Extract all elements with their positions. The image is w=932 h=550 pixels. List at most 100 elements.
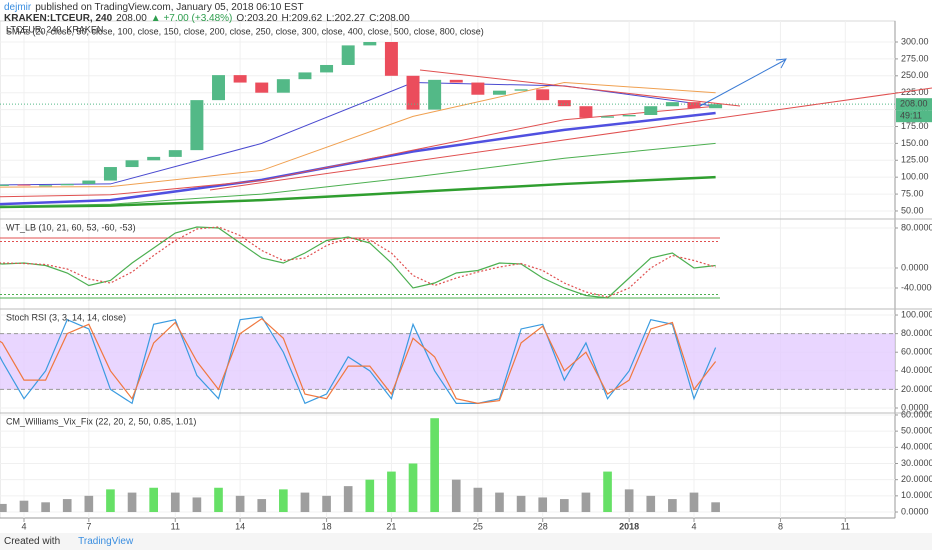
bar: [495, 492, 504, 513]
brand[interactable]: TradingView: [78, 536, 134, 547]
bar: [127, 492, 137, 513]
x-tick-label: 11: [841, 521, 850, 531]
candle: [687, 102, 701, 109]
trend-line: [209, 87, 932, 191]
bar: [0, 503, 7, 513]
candle: [514, 89, 528, 91]
bar: [365, 479, 375, 513]
bar: [343, 486, 353, 513]
candle: [320, 64, 334, 73]
candle: [103, 167, 117, 181]
candle: [557, 100, 571, 107]
y-tick-label: 10.0000: [901, 490, 932, 500]
y-tick-label: 300.00: [901, 36, 929, 46]
user[interactable]: dejmir: [4, 2, 32, 13]
y-tick-label: 250.00: [901, 70, 929, 80]
symbol-line: KRAKEN:LTCEUR, 240 208.00 ▲ +7.00 (+3.48%)…: [4, 13, 414, 24]
y-tick-label: 80.0000: [901, 328, 932, 338]
y-tick-label: 125.00: [901, 155, 929, 165]
candle: [298, 72, 312, 80]
bar: [559, 499, 569, 513]
candle: [341, 45, 355, 65]
x-tick-label: 11: [171, 521, 180, 531]
sma-line: [0, 82, 716, 188]
y-tick-label: 0.0000: [901, 262, 929, 272]
last-price-badge: [896, 98, 932, 111]
candle: [168, 150, 182, 157]
x-tick-label: 21: [386, 521, 396, 531]
y-tick-label: 100.00: [901, 172, 929, 182]
candle: [60, 183, 74, 186]
bar: [106, 489, 115, 513]
bar: [711, 502, 720, 513]
candle: [190, 100, 204, 151]
bar: [603, 471, 612, 513]
countdown-badge: [896, 110, 932, 123]
candle: [601, 116, 615, 118]
candle: [449, 79, 463, 83]
price: 208.00: [116, 13, 147, 24]
bar: [538, 497, 548, 513]
bar: [646, 495, 656, 513]
series-line: [0, 317, 717, 404]
bar: [170, 492, 180, 513]
bar: [84, 495, 94, 513]
published: published on TradingView.com, January 05…: [35, 2, 304, 13]
candle: [147, 156, 161, 161]
x-tick-label: 14: [235, 521, 245, 531]
pane-title: LTCEUR, 240, KRAKEN: [6, 24, 103, 34]
candle: [536, 89, 550, 101]
y-tick-label: 50.0000: [901, 426, 932, 436]
bar: [214, 487, 223, 513]
candle: [233, 75, 247, 83]
bar: [257, 499, 267, 513]
pane-subtitle: SMAs (20, close, 50, close, 100, close, …: [6, 26, 484, 36]
footer-bar: [0, 533, 932, 550]
pane-title: CM_Williams_Vix_Fix (22, 20, 2, 50, 0.85…: [6, 416, 196, 426]
bar: [408, 463, 418, 513]
candle: [428, 79, 442, 110]
candle: [363, 42, 377, 46]
candle: [82, 180, 96, 184]
bar: [516, 495, 526, 513]
sma-line: [0, 175, 716, 209]
candle: [709, 104, 723, 109]
y-tick-label: 0.0000: [901, 402, 929, 412]
x-tick-label: 28: [538, 521, 548, 531]
candle: [579, 106, 593, 118]
sma-line: [0, 142, 716, 207]
bar: [62, 499, 72, 513]
pane-title: Stoch RSI (3, 3, 14, 14, close): [6, 312, 126, 322]
x-tick-label: 18: [322, 521, 332, 531]
candle: [406, 75, 420, 110]
bar: [149, 487, 158, 513]
close: C:208.00: [369, 13, 410, 24]
plot-frame: [0, 20, 896, 519]
bar: [41, 502, 50, 513]
candle: [17, 184, 31, 186]
bar: [668, 499, 677, 513]
footer: Created with TradingView: [4, 536, 137, 547]
bar: [451, 479, 461, 513]
pane-title: WT_LB (10, 21, 60, 53, -60, -53): [6, 222, 136, 232]
x-tick-label: 7: [86, 521, 91, 531]
last-price-label: 208.00: [900, 99, 928, 109]
bar: [689, 492, 699, 513]
y-tick-label: 275.00: [901, 53, 929, 63]
series-line: [0, 226, 716, 298]
x-tick-label: 2018: [619, 521, 639, 531]
bar: [322, 495, 331, 513]
high: H:209.62: [281, 13, 323, 24]
y-tick-label: 60.0000: [901, 409, 932, 419]
candle: [622, 114, 636, 117]
x-tick-label: 4: [691, 521, 696, 531]
bar: [19, 500, 29, 513]
bar: [430, 418, 439, 513]
candle: [125, 160, 139, 168]
candle: [39, 185, 53, 187]
y-tick-label: 0.0000: [901, 506, 929, 516]
y-tick-label: 80.0000: [901, 222, 932, 232]
candle: [471, 82, 485, 95]
